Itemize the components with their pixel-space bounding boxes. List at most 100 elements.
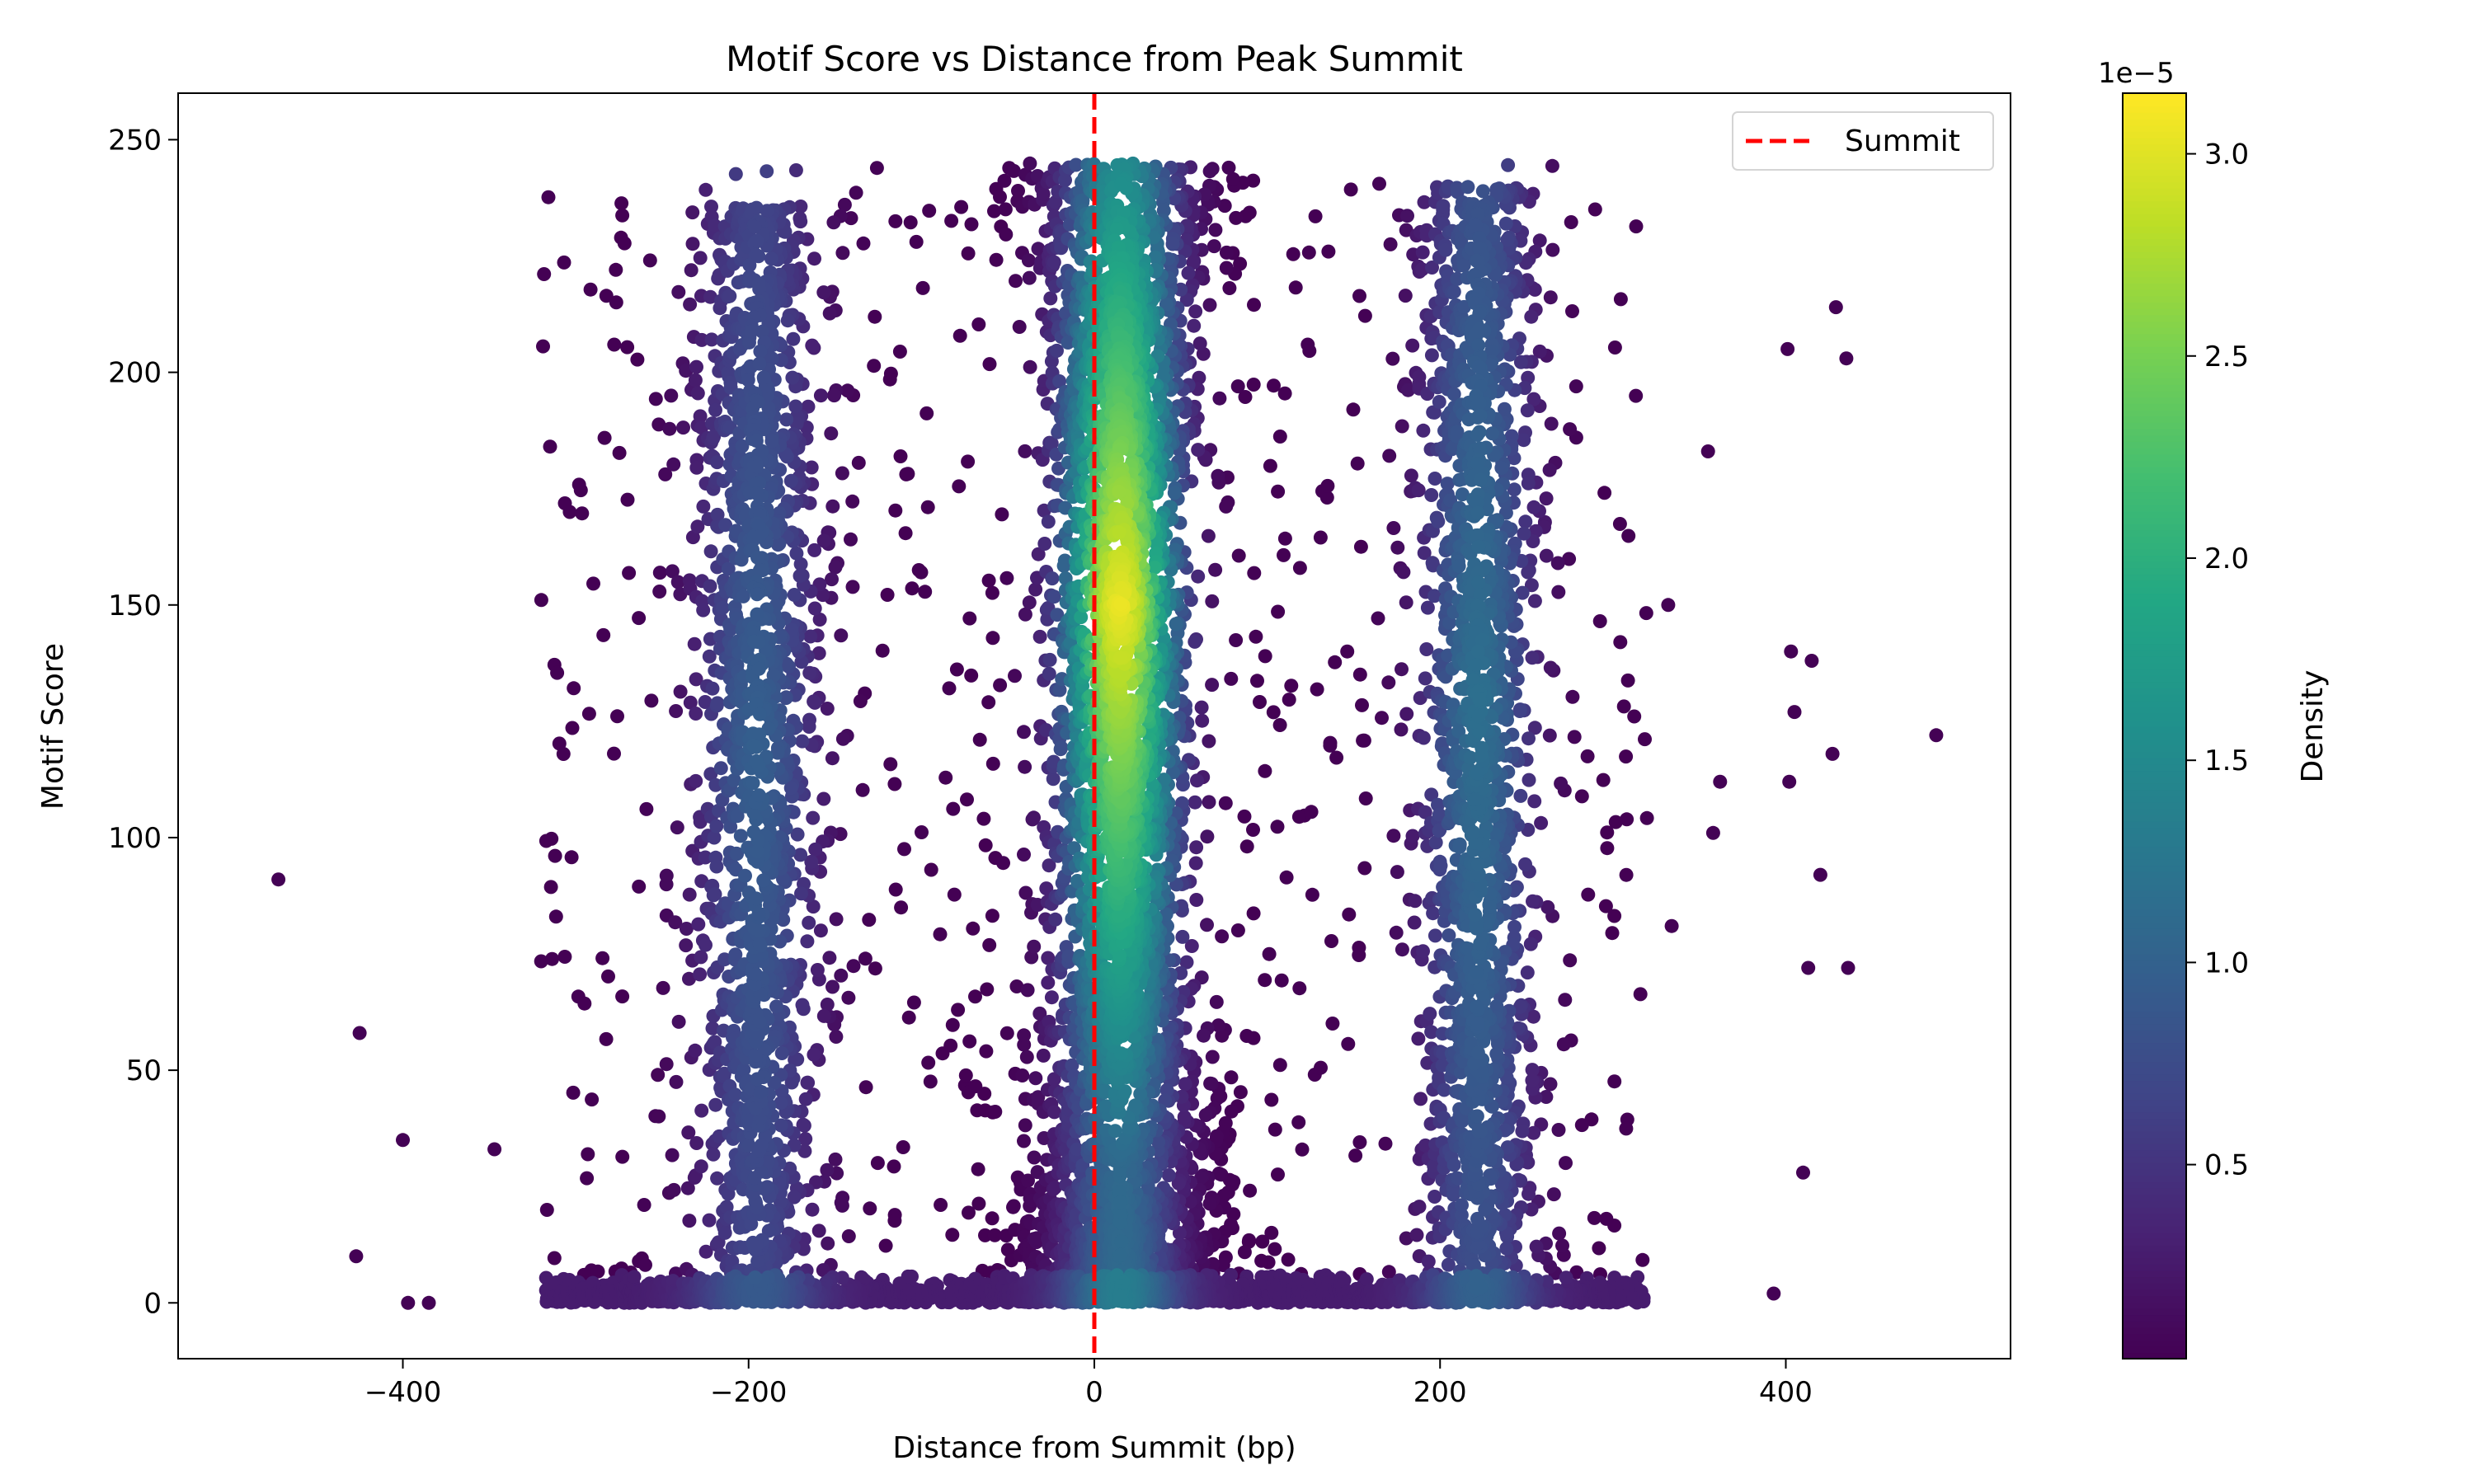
scatter-point [1619, 1121, 1634, 1136]
scatter-point [1455, 1198, 1469, 1213]
scatter-point [1217, 199, 1232, 214]
scatter-point [1424, 348, 1439, 363]
scatter-point [1023, 359, 1037, 374]
scatter-point [1246, 378, 1261, 392]
scatter-point [683, 297, 698, 312]
scatter-point [722, 289, 737, 303]
scatter-point [1323, 735, 1338, 750]
scatter-point [1639, 606, 1653, 621]
scatter-point [788, 163, 803, 177]
scatter-point [985, 631, 1000, 646]
scatter-point [1564, 215, 1578, 229]
scatter-point [952, 479, 967, 494]
scatter-point [783, 473, 798, 488]
scatter-point [867, 359, 882, 373]
scatter-point [1205, 594, 1220, 608]
scatter-point [995, 507, 1009, 522]
scatter-point [1399, 1231, 1413, 1246]
scatter-point [1047, 255, 1061, 270]
scatter-point [1203, 1076, 1218, 1091]
scatter-point [875, 643, 890, 658]
scatter-point [1202, 164, 1217, 179]
scatter-point [1416, 944, 1430, 959]
scatter-point [1266, 705, 1281, 720]
scatter-point [632, 611, 647, 626]
scatter-point [534, 593, 548, 608]
scatter-point [682, 971, 696, 986]
scatter-point [706, 1147, 721, 1162]
scatter-point [1190, 773, 1204, 788]
scatter-point [541, 190, 556, 204]
scatter-point [1438, 242, 1453, 257]
scatter-point [1337, 1273, 1352, 1288]
scatter-point [851, 455, 866, 470]
scatter-point [1320, 478, 1335, 493]
scatter-point [713, 761, 728, 776]
scatter-point [880, 588, 895, 602]
scatter-point [899, 467, 914, 481]
scatter-point [1700, 444, 1715, 458]
scatter-point [688, 373, 703, 387]
scatter-point [1424, 488, 1439, 502]
scatter-point [933, 927, 948, 942]
scatter-point [666, 457, 681, 472]
scatter-point [1352, 289, 1366, 303]
scatter-point [1546, 1187, 1561, 1202]
scatter-point [964, 668, 979, 683]
scatter-point [1314, 1060, 1328, 1075]
scatter-point [1201, 528, 1216, 543]
scatter-point [1607, 340, 1622, 355]
scatter-point [1357, 861, 1372, 876]
scatter-point [1032, 1006, 1047, 1021]
scatter-point [1229, 633, 1244, 647]
scatter-point [1804, 654, 1819, 668]
scatter-point [750, 1072, 764, 1087]
scatter-point [1284, 679, 1299, 693]
scatter-point [1221, 160, 1236, 175]
scatter-point [1385, 351, 1400, 366]
scatter-point [816, 533, 831, 548]
scatter-point [1539, 1090, 1554, 1104]
scatter-point [673, 684, 688, 699]
scatter-point [1382, 448, 1397, 463]
scatter-point [1211, 468, 1225, 483]
scatter-point [1191, 443, 1206, 458]
scatter-point [1198, 1108, 1213, 1122]
scatter-point [1202, 795, 1216, 810]
scatter-point [1175, 929, 1190, 944]
scatter-point [1308, 209, 1323, 223]
scatter-point [581, 707, 596, 721]
scatter-point [679, 922, 694, 936]
scatter-point [1427, 472, 1442, 486]
scatter-point [887, 1159, 901, 1174]
scatter-point [1396, 565, 1411, 580]
scatter-point [1629, 219, 1644, 234]
scatter-point [685, 205, 700, 220]
scatter-point [696, 499, 711, 514]
scatter-point [1408, 894, 1423, 909]
scatter-point [577, 996, 592, 1011]
scatter-point [923, 1074, 938, 1089]
scatter-point [1371, 611, 1385, 626]
scatter-point [665, 1148, 680, 1162]
scatter-point [1211, 1018, 1225, 1033]
scatter-point [820, 1162, 835, 1177]
scatter-point [703, 579, 717, 594]
scatter-point [1395, 942, 1409, 957]
scatter-point [1627, 709, 1642, 724]
scatter-point [1515, 1124, 1530, 1139]
scatter-point [651, 417, 666, 432]
scatter-point [1559, 1156, 1573, 1171]
scatter-point [793, 211, 807, 226]
scatter-point [651, 1109, 666, 1124]
scatter-point [1017, 1134, 1031, 1148]
scatter-point [1569, 379, 1583, 394]
scatter-point [620, 492, 635, 507]
scatter-point [1268, 1242, 1282, 1256]
scatter-point [816, 791, 831, 806]
scatter-point [1277, 547, 1291, 562]
scatter-point [924, 862, 938, 877]
scatter-point [702, 1213, 717, 1228]
scatter-point [1017, 1028, 1032, 1043]
scatter-point [1525, 1063, 1540, 1078]
